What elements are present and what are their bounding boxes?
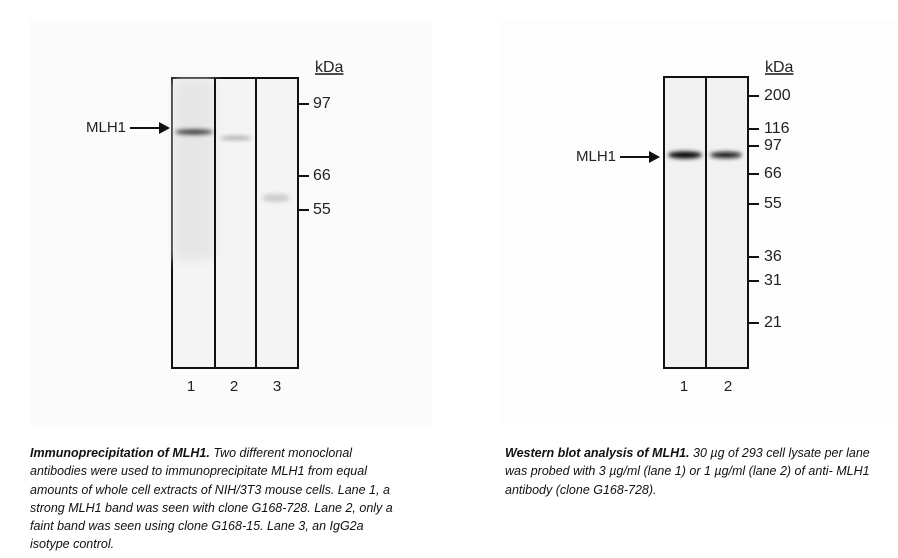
marker-label: 200 <box>764 87 791 104</box>
marker-label: 97 <box>764 137 782 154</box>
marker-label: 31 <box>764 272 782 289</box>
marker-label: 66 <box>313 167 331 184</box>
smear <box>174 80 214 260</box>
band-label: MLH1 <box>86 119 126 136</box>
lane-label: 2 <box>230 378 238 395</box>
marker-label: 55 <box>313 201 331 218</box>
arrow-head <box>649 151 660 163</box>
caption-title: Immunoprecipitation of MLH1. <box>30 446 210 460</box>
kda-label: kDa <box>765 59 794 76</box>
band-label: MLH1 <box>576 148 616 165</box>
caption: Western blot analysis of MLH1. 30 µg of … <box>505 444 877 499</box>
marker-ticks <box>748 95 759 324</box>
caption-text: 30 µg of 293 cell lysate per lane was pr… <box>505 446 870 497</box>
marker-label: 97 <box>313 95 331 112</box>
band <box>175 129 213 135</box>
lane-label: 3 <box>273 378 281 395</box>
caption: Immunoprecipitation of MLH1. Two differe… <box>30 444 402 554</box>
marker-label: 116 <box>764 120 790 137</box>
caption-title: Western blot analysis of MLH1. <box>505 446 690 460</box>
kda-label: kDa <box>315 59 344 76</box>
band <box>262 194 290 202</box>
marker-ticks <box>298 103 309 211</box>
band <box>220 136 252 140</box>
arrow-head <box>159 122 170 134</box>
marker-label: 21 <box>764 314 782 331</box>
marker-label: 66 <box>764 165 782 182</box>
band <box>710 152 742 158</box>
caption-text: Two different monoclonal antibodies were… <box>30 446 393 552</box>
lane-label: 2 <box>724 378 732 395</box>
marker-label: 55 <box>764 195 782 212</box>
band <box>668 151 702 159</box>
marker-label: 36 <box>764 248 782 265</box>
lane-label: 1 <box>680 378 688 395</box>
lane-label: 1 <box>187 378 195 395</box>
